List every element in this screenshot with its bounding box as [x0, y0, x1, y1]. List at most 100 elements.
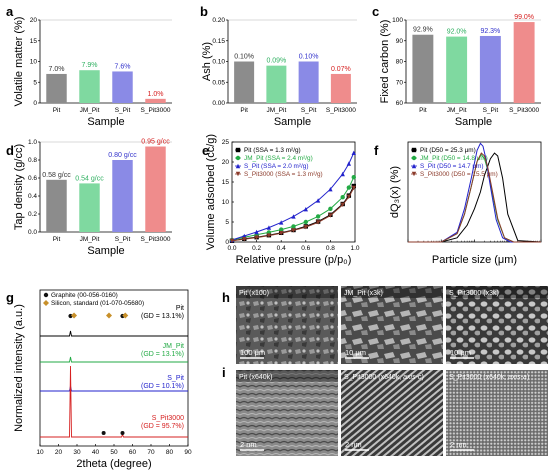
bar-a-S_Pit3000: [145, 98, 166, 103]
value-label-b-0: 0.10%: [234, 54, 254, 61]
y-tick-label-b: 0.15: [212, 38, 225, 45]
x-axis-title-e: Relative pressure (p/p₀): [236, 254, 352, 266]
value-label-a-1: 7.9%: [82, 62, 98, 69]
y-tick-label-d: 0.8: [28, 157, 37, 164]
bar-c-S_Pit: [479, 35, 501, 103]
label-backdrop: [341, 286, 443, 298]
label-part: S_Pit3000 (x640k,: [344, 374, 403, 381]
trace-note-g-2: (GD = 10.1%): [141, 383, 184, 390]
xrd-trace-1: [40, 356, 188, 363]
value-label-b-3: 0.07%: [331, 66, 351, 73]
trace-label-g-1: JM_Pit: [163, 343, 184, 350]
micrograph-i-2: S_Pit3000 (x640k, axis-a) 2 nm: [446, 370, 548, 456]
category-label-a-3: S_Pit3000: [141, 107, 171, 114]
category-label-d-1: JM_Pit: [80, 236, 100, 243]
category-label-c-1: JM_Pit: [447, 107, 467, 114]
bar-d-Pit: [46, 179, 67, 232]
data-point-e-3: [291, 228, 296, 233]
value-label-c-2: 92.3%: [480, 28, 500, 35]
peak-marker-graphite: [120, 431, 125, 435]
scale-label-h-0: 100 μm: [240, 348, 265, 357]
data-point-e-2: [328, 187, 333, 192]
value-label-b-2: 0.10%: [299, 54, 319, 61]
bar-c-Pit: [412, 34, 434, 103]
y-axis-title-c: Fixed carbon (%): [379, 20, 391, 104]
data-point-e-3: [242, 237, 247, 242]
category-label-b-1: JM_Pit: [266, 107, 286, 114]
micrograph-image-i-0: [236, 370, 338, 456]
legend-label-f-2: S_Pit (D50 = 14.7 μm): [420, 163, 484, 170]
legend-label-e-0: Pit (SSA = 1.3 m²/g): [244, 147, 301, 154]
series-line-e-0: [231, 185, 355, 242]
legend-label-f-0: Pit (D50 = 25.3 μm): [420, 147, 476, 154]
bar-a-S_Pit: [112, 71, 133, 103]
category-label-c-2: S_Pit: [483, 107, 499, 114]
y-tick-label-d: 0.4: [28, 193, 37, 200]
x-tick-label-g: 10: [36, 449, 44, 456]
data-point-e-3: [279, 231, 284, 236]
y-tick-label-d: 1.0: [28, 139, 37, 146]
x-tick-label-e: 0.4: [277, 245, 286, 252]
x-axis-title-b: Sample: [274, 116, 311, 128]
x-tick-label-g: 60: [129, 449, 137, 456]
label-italic: axis-a: [508, 374, 527, 381]
micrograph-h-0: Pit (x100) 100 μm: [236, 286, 338, 364]
data-point-e-2: [291, 214, 296, 219]
scale-label-i-0: 2 nm: [240, 440, 257, 449]
y-axis-title-e: Volume adsorbed (cc/g): [205, 134, 217, 250]
data-point-e-2: [303, 207, 308, 212]
data-point-e-2: [340, 171, 345, 177]
reference-marker-silicon: [122, 312, 129, 319]
micrograph-label-h-1: JM_Pit (x3k): [344, 290, 383, 297]
series-line-e-3: [231, 187, 355, 242]
x-tick-label-g: 40: [92, 449, 100, 456]
y-tick-label-d: 0.6: [28, 175, 37, 182]
panel-letter-a: a: [6, 4, 14, 19]
xrd-trace-0: [40, 330, 188, 337]
y-tick-label-a: 5: [33, 79, 37, 86]
chart-e: 0.0 0.2 0.4 0.6 0.8 1.0 0 5 10 15 20 25 Pit (SSA = 1…: [222, 139, 360, 266]
y-tick-label-a: 20: [30, 17, 38, 24]
micrograph-image-i-2: [446, 370, 548, 456]
trace-note-g-0: (GD = 13.1%): [141, 313, 184, 320]
micrograph-label-i-1: S_Pit3000 (x640k, axis-c): [344, 374, 424, 381]
label-italic: axis-c: [403, 374, 422, 381]
data-point-e-3: [266, 233, 272, 238]
x-axis-title-g: 2theta (degree): [76, 458, 151, 470]
data-point-e-1: [328, 206, 333, 211]
y-axis-title-f: dQ₃(x) (%): [389, 166, 401, 218]
label-backdrop: [446, 286, 548, 298]
micrograph-image-h-1: [341, 286, 443, 364]
x-tick-label-g: 70: [147, 449, 155, 456]
micrograph-label-i-0: Pit (x640k): [239, 374, 272, 381]
data-point-e-3: [340, 202, 345, 207]
micrograph-image-h-0: [236, 286, 338, 364]
data-point-e-3: [254, 235, 259, 240]
y-tick-label-c: 90: [396, 38, 404, 45]
category-label-d-0: Pit: [53, 236, 61, 243]
micrograph-label-h-0: Pit (x100): [239, 290, 269, 297]
y-tick-label-b: 0.00: [212, 100, 225, 107]
category-label-d-3: S_Pit3000: [141, 236, 171, 243]
reference-marker-silicon: [71, 312, 78, 319]
data-point-e-3: [346, 194, 352, 199]
value-label-b-1: 0.09%: [266, 58, 286, 65]
x-axis-title-d: Sample: [87, 245, 124, 257]
label-backdrop: [236, 370, 338, 382]
y-tick-label-a: 10: [30, 59, 38, 66]
value-label-a-3: 1.0%: [148, 91, 164, 98]
y-tick-label-e: 5: [225, 219, 229, 226]
y-tick-label-a: 0: [33, 100, 37, 107]
bar-c-S_Pit3000: [513, 22, 535, 104]
data-point-e-1: [340, 195, 345, 200]
legend-label-g-0: Graphite (00-056-0160): [51, 292, 118, 299]
y-tick-label-e: 20: [222, 159, 230, 166]
bar-b-S_Pit: [298, 61, 319, 103]
bar-d-S_Pit: [112, 160, 133, 232]
panel-letter-g: g: [6, 290, 14, 305]
micrograph-image-i-1: [341, 370, 443, 456]
category-label-b-3: S_Pit3000: [326, 107, 356, 114]
bar-b-Pit: [234, 61, 255, 103]
x-tick-label-e: 0.6: [301, 245, 310, 252]
label-backdrop: [236, 286, 338, 298]
